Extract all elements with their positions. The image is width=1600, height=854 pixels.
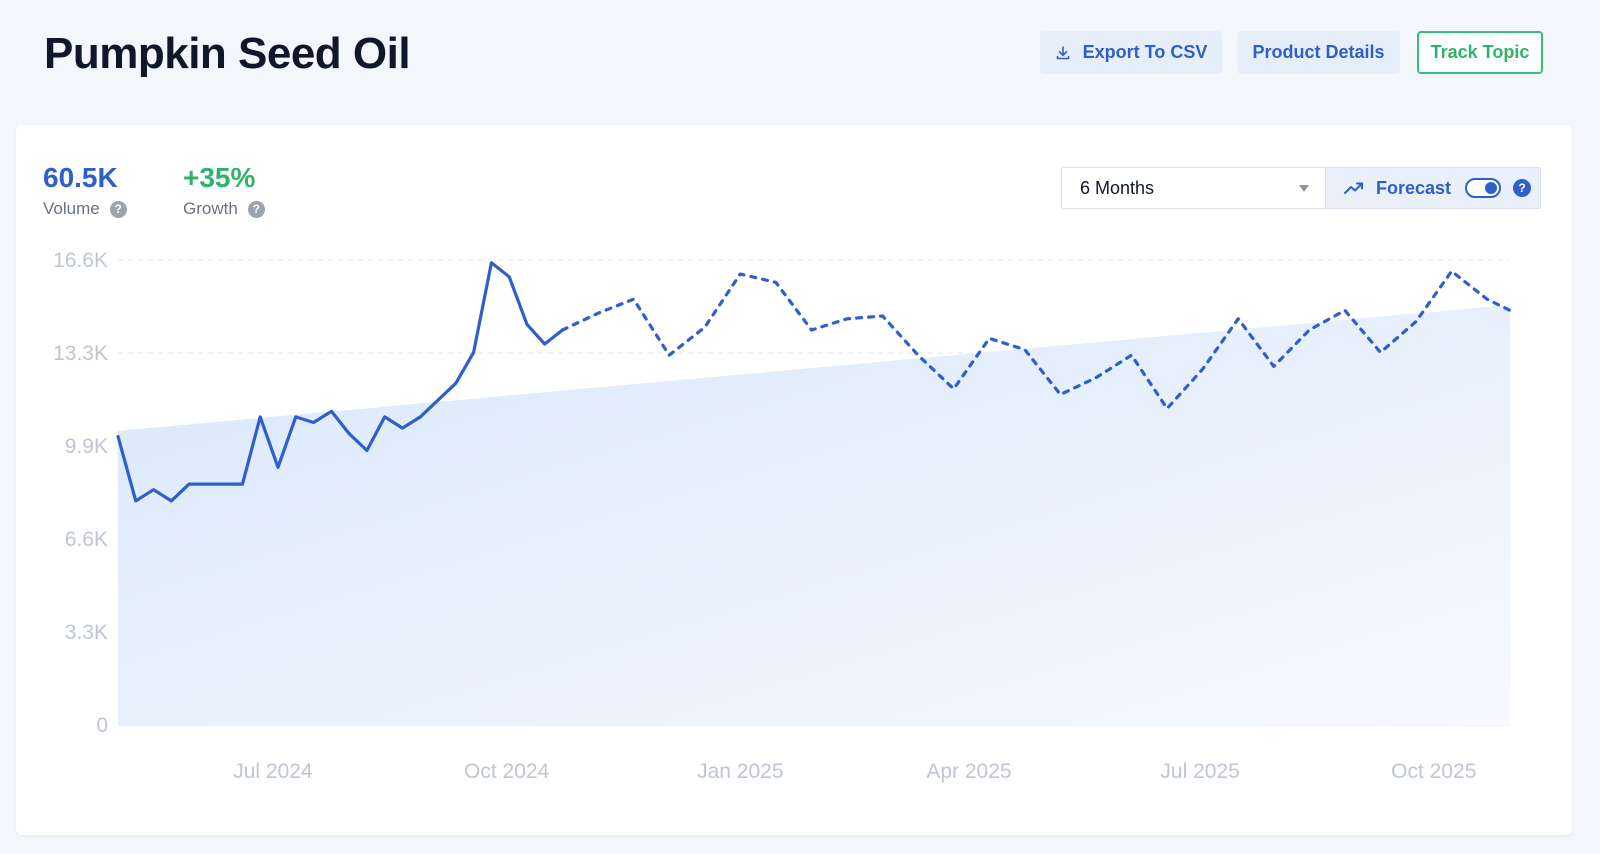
download-icon — [1055, 45, 1071, 61]
y-tick-label: 9.9K — [65, 435, 108, 458]
volume-help-icon[interactable]: ? — [109, 200, 127, 218]
trend-chart: 0 3.3K 6.6K 9.9K 13.3K 16.6K Jul 2024 Oct 2024… — [53, 249, 1512, 783]
forecast-toggle[interactable] — [1465, 178, 1502, 198]
page-title: Pumpkin Seed Oil — [44, 29, 411, 78]
track-topic-label: Track Topic — [1430, 42, 1530, 62]
y-tick-label: 13.3K — [53, 342, 108, 365]
growth-value: +35% — [183, 162, 256, 193]
chart-controls: 6 Months Forecast ? — [1061, 167, 1541, 209]
volume-metric: 60.5K Volume ? — [43, 161, 127, 219]
forecast-series-line — [560, 269, 1512, 411]
time-range-select[interactable]: 6 Months — [1062, 168, 1326, 208]
volume-value: 60.5K — [43, 162, 118, 193]
volume-label: Volume — [43, 199, 100, 218]
forecast-control: Forecast ? — [1326, 168, 1540, 208]
product-details-button[interactable]: Product Details — [1237, 31, 1400, 74]
forecast-label: Forecast — [1376, 177, 1452, 198]
export-csv-button[interactable]: Export To CSV — [1040, 31, 1222, 74]
time-range-value: 6 Months — [1080, 177, 1155, 198]
growth-metric: +35% Growth ? — [183, 161, 265, 219]
x-tick-label: Oct 2025 — [1391, 760, 1476, 783]
x-tick-label: Apr 2025 — [926, 760, 1011, 783]
toggle-knob — [1485, 182, 1498, 194]
volume-series-line — [116, 261, 565, 503]
forecast-help-icon[interactable]: ? — [1513, 179, 1532, 197]
page-header: Pumpkin Seed Oil Export To CSV Product D… — [0, 0, 1600, 124]
y-tick-label: 6.6K — [65, 528, 108, 551]
export-csv-label: Export To CSV — [1082, 42, 1208, 62]
growth-help-icon[interactable]: ? — [247, 200, 265, 218]
x-tick-label: Jul 2024 — [233, 760, 313, 783]
x-tick-label: Jul 2025 — [1160, 760, 1239, 783]
y-tick-label: 3.3K — [65, 621, 108, 644]
trending-up-icon — [1344, 181, 1364, 195]
y-tick-label: 16.6K — [53, 249, 108, 272]
y-tick-label: 0 — [96, 714, 108, 737]
chevron-down-icon — [1299, 184, 1309, 192]
product-details-label: Product Details — [1252, 42, 1385, 62]
x-tick-label: Jan 2025 — [697, 760, 783, 783]
track-topic-button[interactable]: Track Topic — [1417, 31, 1543, 74]
x-tick-label: Oct 2024 — [464, 760, 550, 783]
growth-label: Growth — [183, 199, 238, 218]
trend-area — [118, 304, 1510, 725]
